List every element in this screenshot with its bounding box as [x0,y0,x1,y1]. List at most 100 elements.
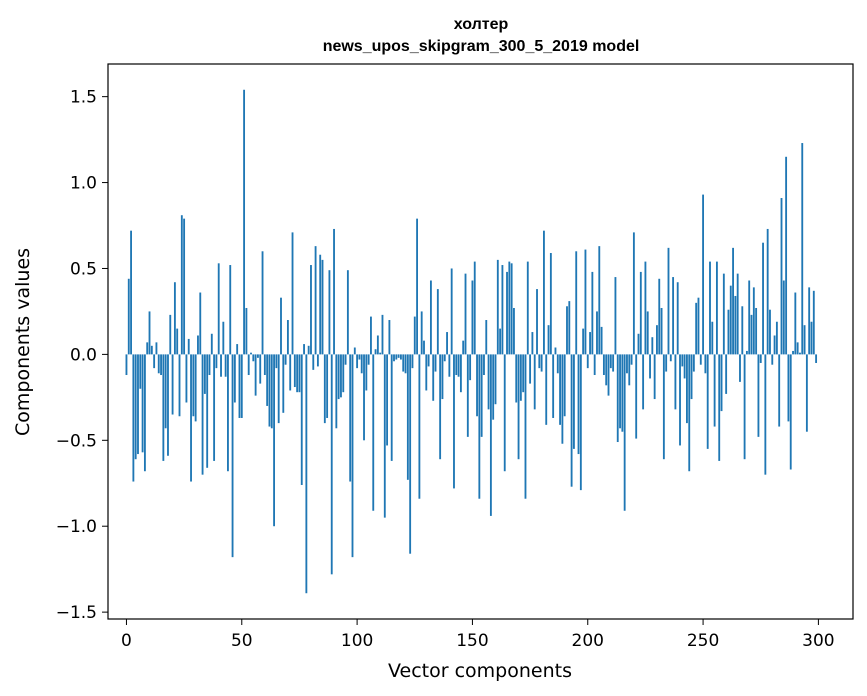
bar-187 [556,354,559,374]
bar-292 [799,352,801,355]
bar-236 [669,354,672,362]
bar-184 [549,253,552,355]
bar-195 [575,251,578,355]
bar-288 [789,354,792,470]
bar-239 [676,282,679,355]
bar-242 [683,354,686,379]
bar-183 [547,325,550,355]
x-tick-label-2: 100 [341,631,373,651]
bar-153 [478,354,481,499]
bar-105 [367,354,370,365]
bar-67 [280,297,282,355]
bar-219 [630,354,633,365]
bar-77 [303,344,305,355]
bar-85 [321,259,324,355]
bar-285 [782,280,785,355]
bar-226 [646,311,649,355]
bar-233 [662,354,665,460]
bar-209 [607,354,610,396]
bar-104 [365,354,368,391]
bar-42 [222,321,225,355]
bar-272 [752,287,755,355]
bar-10 [148,311,151,355]
bar-263 [732,247,734,355]
bar-4 [134,354,137,460]
bar-203 [593,354,596,376]
bar-51 [243,89,246,355]
bar-147 [464,273,467,355]
bar-240 [679,354,681,446]
bar-92 [337,354,340,400]
bar-214 [619,354,621,429]
bar-212 [614,277,617,355]
bar-185 [552,354,555,418]
bar-286 [785,156,788,355]
bar-253 [709,261,711,355]
bar-45 [229,265,232,355]
bar-297 [810,321,813,355]
x-tick-label-5: 250 [687,631,719,651]
bar-72 [291,232,294,355]
bar-24 [180,215,183,355]
bar-246 [692,354,695,372]
bar-114 [388,320,391,355]
bar-32 [199,292,202,355]
bar-223 [639,271,642,355]
bar-180 [540,354,543,372]
bar-138 [443,354,446,362]
bar-79 [307,345,310,355]
bar-173 [524,354,527,499]
bar-276 [762,242,764,355]
bar-38 [213,354,216,461]
bar-265 [736,273,739,355]
bar-284 [780,198,783,355]
bar-278 [766,228,769,355]
bar-125 [413,316,416,355]
bar-39 [215,354,218,369]
bar-274 [757,354,760,437]
bar-197 [579,354,582,491]
bar-145 [459,354,462,393]
bar-151 [473,261,476,355]
bar-36 [208,354,211,376]
bar-108 [374,349,377,355]
plot-frame [107,63,854,620]
bar-69 [284,354,287,365]
bar-130 [425,354,428,391]
bar-269 [745,350,748,355]
x-tick-label-6: 300 [802,631,834,651]
bar-231 [658,278,661,355]
bar-175 [529,354,532,384]
bar-25 [183,218,186,355]
bar-110 [379,352,382,355]
bar-11 [150,345,153,355]
bar-258 [720,354,723,412]
bar-262 [729,285,732,355]
bar-238 [674,354,677,410]
bar-150 [471,280,474,355]
bar-90 [333,228,335,355]
bar-89 [330,354,333,575]
bar-131 [427,354,430,367]
bar-62 [268,354,271,427]
bar-277 [764,354,767,475]
bar-279 [769,309,771,355]
bar-56 [254,354,257,396]
bar-27 [187,338,190,355]
bar-280 [771,354,774,365]
bar-97 [349,354,352,482]
y-tick-label-5: 1.0 [70,174,97,194]
bar-199 [584,249,587,355]
bar-208 [605,354,608,386]
bar-88 [328,270,331,355]
bar-144 [457,354,460,377]
bar-127 [418,354,421,499]
bar-192 [568,301,571,355]
bar-201 [589,332,591,355]
bar-106 [370,316,372,355]
bar-241 [681,354,684,367]
bar-34 [203,354,206,394]
bar-289 [792,350,794,355]
bar-17 [164,354,167,429]
bar-14 [157,354,160,374]
